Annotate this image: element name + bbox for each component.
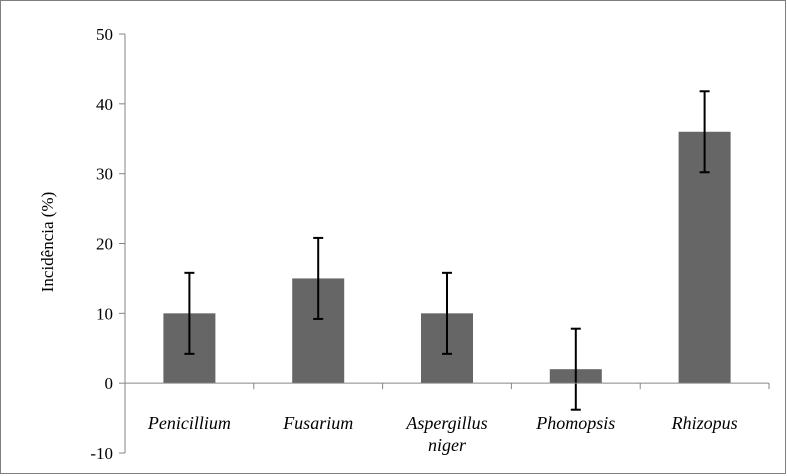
error-bar [699, 90, 710, 174]
y-tick-label: 30 [96, 165, 113, 184]
category-label: Phomopsis [535, 413, 615, 433]
y-tick-label: 10 [96, 304, 113, 323]
y-axis-title: Incidência (%) [38, 192, 57, 293]
y-tick-label: 50 [96, 25, 113, 44]
error-bar [313, 236, 324, 320]
category-label: Rhizopus [671, 413, 738, 433]
y-tick-label: 0 [105, 374, 114, 393]
category-label: Fusarium [282, 413, 353, 433]
category-labels: Penicillium Fusarium Aspergillus niger Phomo… [147, 413, 738, 455]
y-tick-label: 20 [96, 235, 113, 254]
y-tick-label: 40 [96, 95, 113, 114]
category-label: Penicillium [147, 413, 231, 433]
error-bars [184, 90, 710, 411]
error-bar [442, 271, 452, 355]
category-label: Aspergillus niger [405, 413, 487, 455]
error-bar [184, 271, 195, 355]
axes [124, 34, 770, 453]
bar [678, 131, 731, 384]
y-tick-label: -10 [90, 444, 113, 463]
error-bar [570, 327, 581, 411]
y-axis-ticks: -10 0 10 20 30 40 50 [90, 25, 125, 463]
